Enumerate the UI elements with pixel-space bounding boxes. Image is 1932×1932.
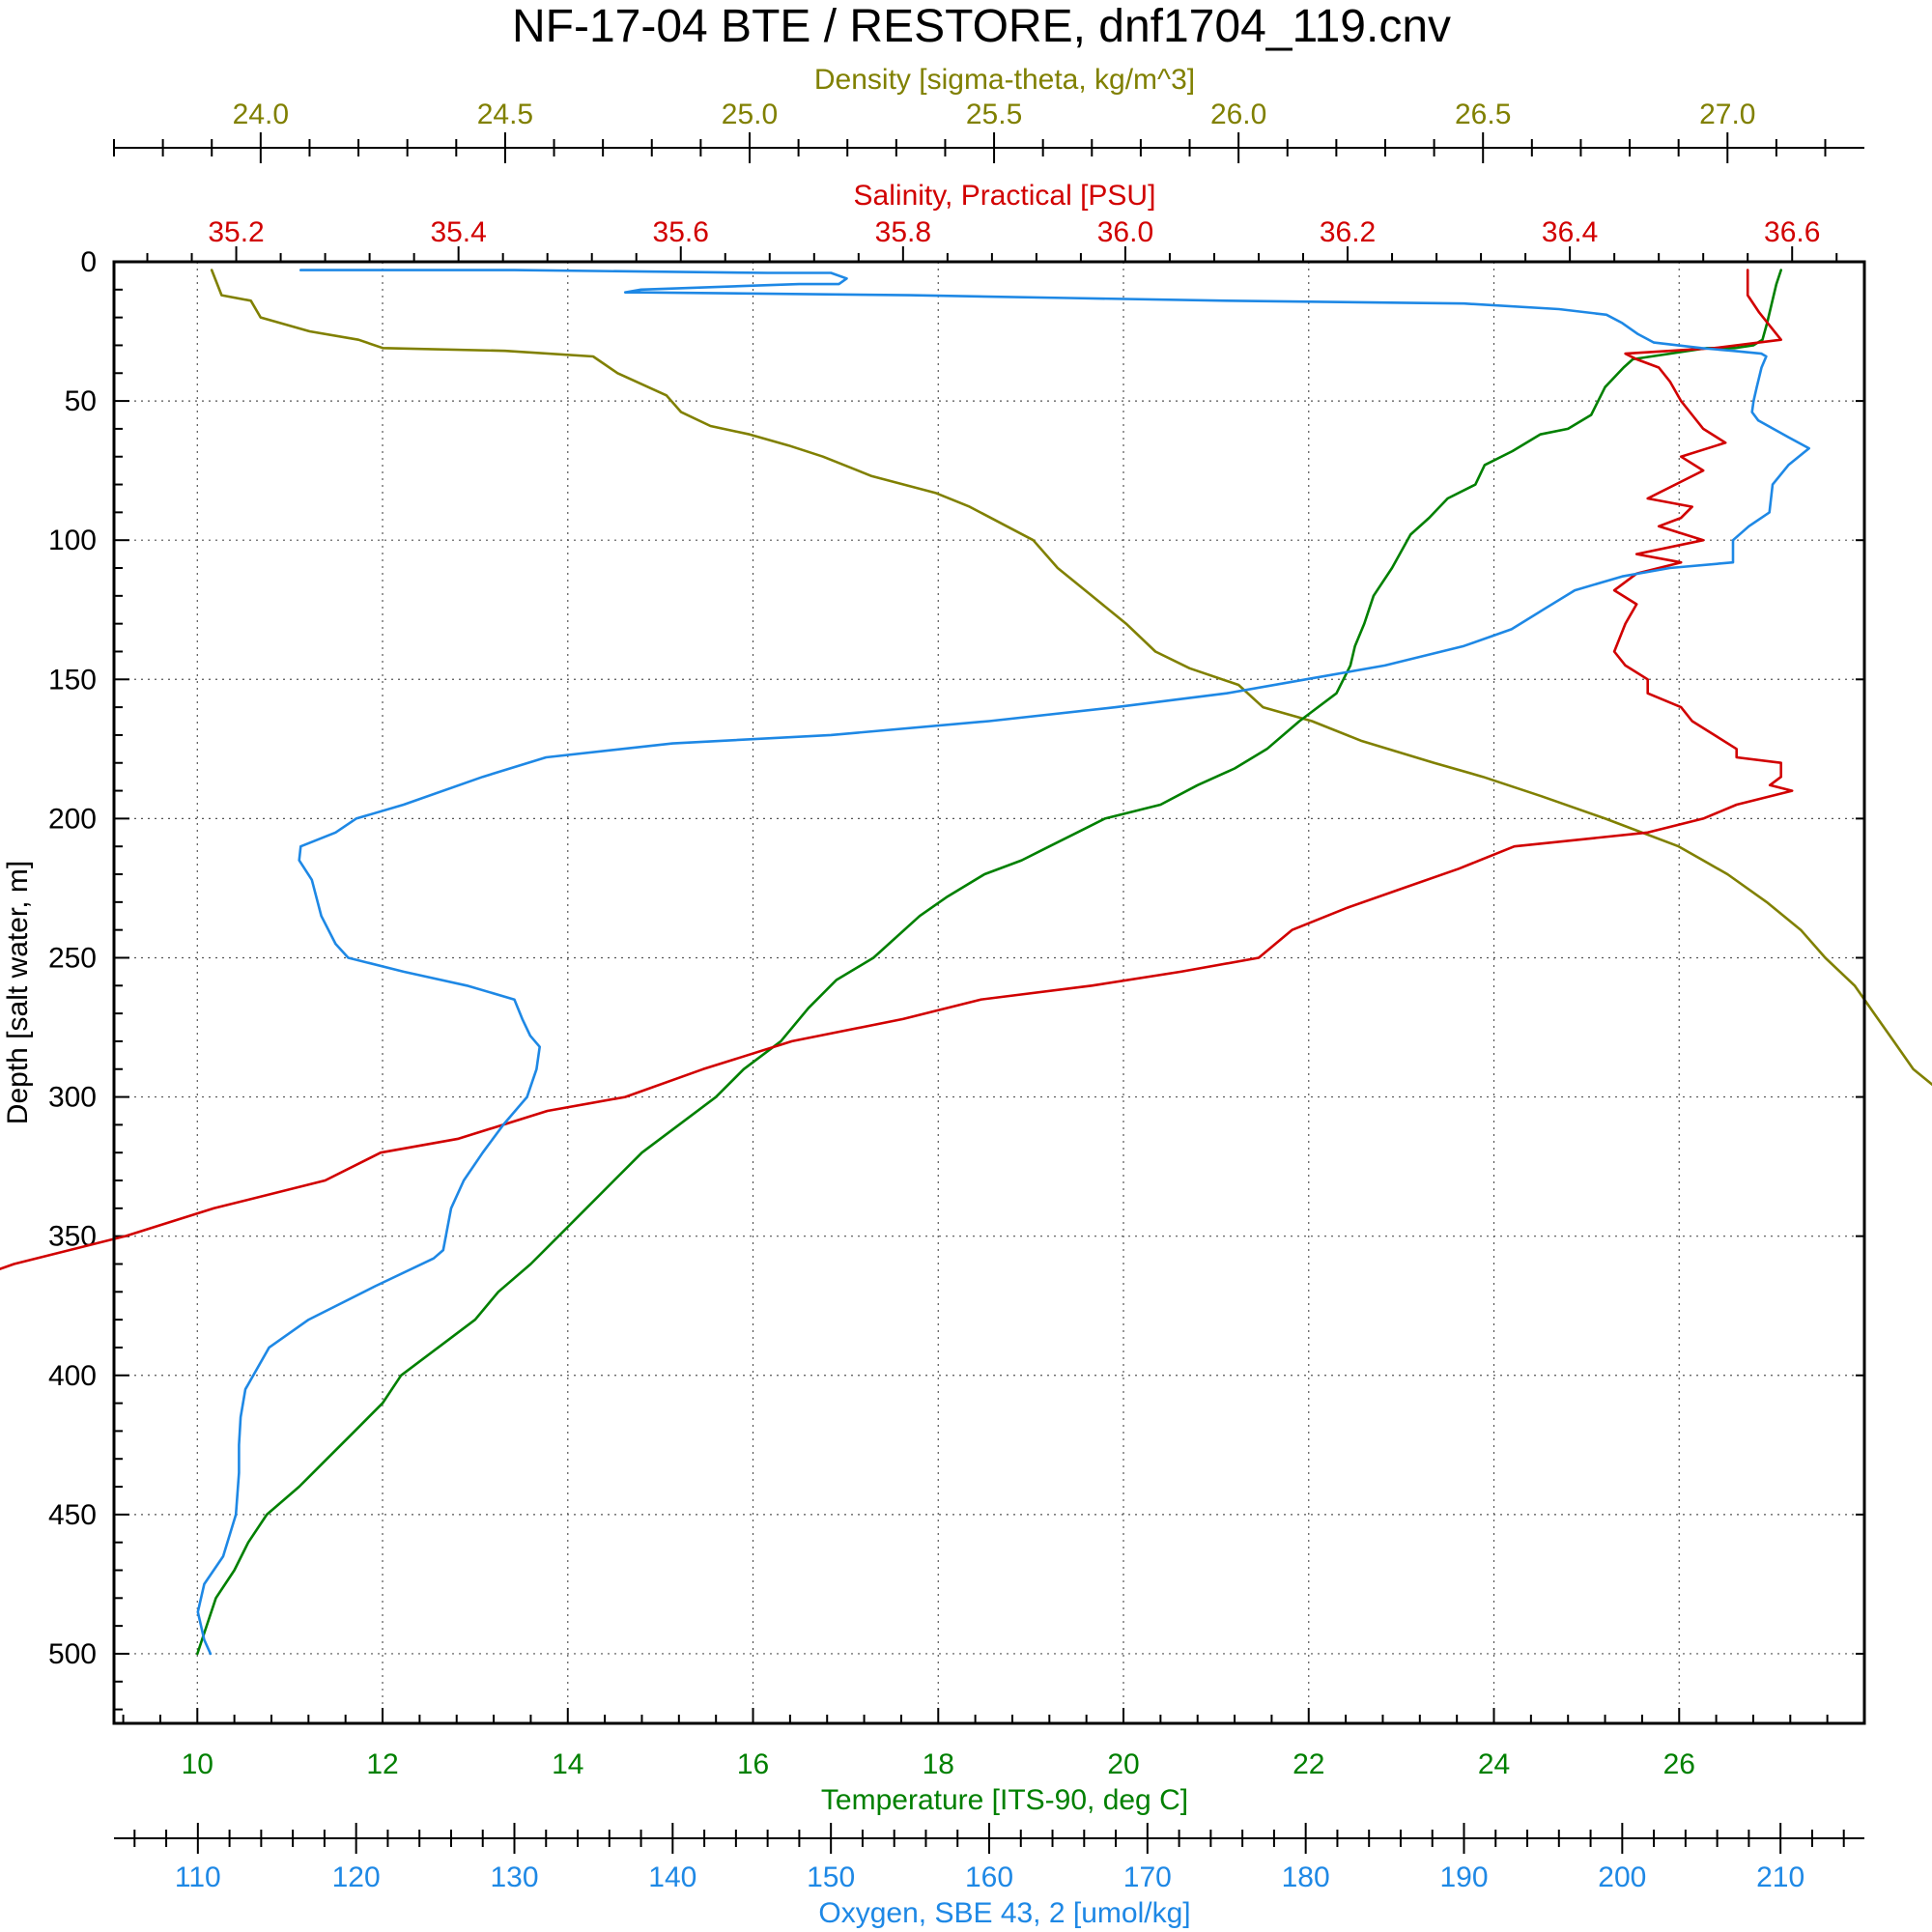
oxygen-tick-label: 190 xyxy=(1439,1861,1488,1893)
oxygen-axis-label: Oxygen, SBE 43, 2 [umol/kg] xyxy=(818,1897,1190,1929)
density-tick-label: 25.5 xyxy=(966,99,1022,130)
temperature-tick-label: 24 xyxy=(1478,1748,1510,1780)
oxygen-tick-label: 150 xyxy=(807,1861,855,1893)
depth-tick-label: 400 xyxy=(48,1360,97,1392)
oxygen-tick-label: 130 xyxy=(490,1861,538,1893)
oxygen-tick-label: 120 xyxy=(332,1861,381,1893)
salinity-tick-label: 36.2 xyxy=(1320,216,1376,248)
plot-frame xyxy=(112,260,1866,1725)
temperature-profile-line xyxy=(196,269,1782,1656)
oxygen-tick-label: 180 xyxy=(1282,1861,1330,1893)
salinity-axis-label: Salinity, Practical [PSU] xyxy=(854,180,1156,212)
salinity-tick-label: 35.4 xyxy=(430,216,486,248)
density-profile-line xyxy=(210,269,1932,1087)
density-axis-label: Density [sigma-theta, kg/m^3] xyxy=(814,64,1195,96)
depth-tick-label: 0 xyxy=(80,246,97,278)
depth-tick-label: 350 xyxy=(48,1221,97,1253)
temperature-tick-label: 20 xyxy=(1107,1748,1139,1780)
temperature-tick-label: 12 xyxy=(366,1748,398,1780)
temperature-tick-label: 16 xyxy=(737,1748,769,1780)
series-layer xyxy=(0,269,1932,1656)
temperature-tick-label: 14 xyxy=(552,1748,583,1780)
density-tick-label: 24.0 xyxy=(233,99,289,130)
depth-tick-label: 50 xyxy=(65,385,97,417)
oxygen-tick-label: 210 xyxy=(1756,1861,1804,1893)
depth-tick-label: 450 xyxy=(48,1499,97,1531)
depth-tick-label: 250 xyxy=(48,942,97,974)
density-tick-label: 24.5 xyxy=(477,99,533,130)
temperature-tick-label: 26 xyxy=(1663,1748,1695,1780)
temperature-axis-label: Temperature [ITS-90, deg C] xyxy=(821,1784,1188,1816)
oxygen-tick-label: 140 xyxy=(648,1861,696,1893)
oxygen-tick-label: 110 xyxy=(175,1861,221,1893)
depth-tick-label: 100 xyxy=(48,525,97,556)
depth-tick-label: 300 xyxy=(48,1082,97,1114)
density-tick-label: 25.0 xyxy=(722,99,778,130)
density-tick-label: 27.0 xyxy=(1699,99,1755,130)
density-tick-label: 26.5 xyxy=(1455,99,1511,130)
oxygen-tick-label: 160 xyxy=(965,1861,1013,1893)
depth-tick-label: 150 xyxy=(48,664,97,696)
temperature-tick-label: 10 xyxy=(182,1748,213,1780)
salinity-tick-label: 35.8 xyxy=(875,216,931,248)
depth-tick-label: 500 xyxy=(48,1638,97,1670)
salinity-tick-label: 36.6 xyxy=(1764,216,1820,248)
salinity-profile-line xyxy=(0,269,1794,1271)
salinity-tick-label: 35.2 xyxy=(208,216,264,248)
salinity-tick-label: 36.4 xyxy=(1542,216,1598,248)
temperature-tick-label: 22 xyxy=(1293,1748,1324,1780)
oxygen-tick-label: 170 xyxy=(1123,1861,1172,1893)
depth-tick-label: 200 xyxy=(48,803,97,835)
oxygen-profile-line xyxy=(196,269,1810,1656)
temperature-tick-label: 18 xyxy=(923,1748,954,1780)
density-tick-label: 26.0 xyxy=(1210,99,1266,130)
salinity-tick-label: 36.0 xyxy=(1097,216,1153,248)
chart-title: NF-17-04 BTE / RESTORE, dnf1704_119.cnv xyxy=(512,1,1451,52)
salinity-tick-label: 35.6 xyxy=(653,216,709,248)
gridlines xyxy=(114,261,1864,1723)
oxygen-tick-label: 200 xyxy=(1598,1861,1646,1893)
axes: 0 50 100 150 200 250 300 350 400 450 500 Depth [sal… xyxy=(2,64,1865,1929)
depth-axis-label: Depth [salt water, m] xyxy=(2,861,34,1124)
